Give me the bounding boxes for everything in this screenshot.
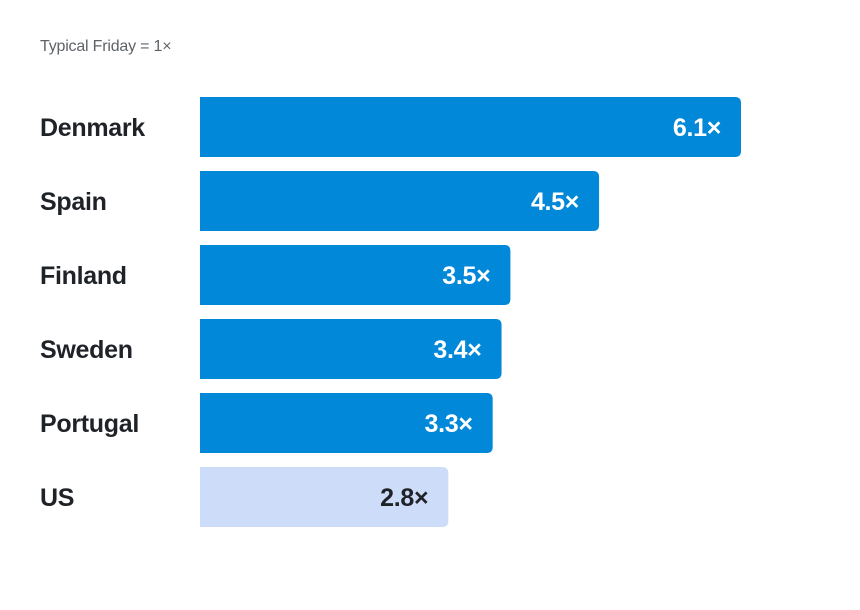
bar-portugal	[200, 393, 493, 453]
bar-us	[200, 467, 449, 527]
bar-sweden	[200, 319, 502, 379]
category-label-finland: Finland	[40, 262, 127, 290]
category-label-us: US	[40, 484, 74, 512]
category-label-portugal: Portugal	[40, 410, 139, 438]
bar-denmark	[200, 97, 741, 157]
category-label-spain: Spain	[40, 188, 107, 216]
bar-spain	[200, 171, 600, 231]
chart-subtitle: Typical Friday = 1×	[40, 38, 172, 55]
value-label-sweden: 3.4×	[433, 336, 481, 364]
value-label-spain: 4.5×	[531, 188, 579, 216]
bar-finland	[200, 245, 511, 305]
category-label-denmark: Denmark	[40, 114, 145, 142]
value-label-denmark: 6.1×	[673, 114, 721, 142]
category-label-sweden: Sweden	[40, 336, 133, 364]
value-label-portugal: 3.3×	[425, 410, 473, 438]
value-label-finland: 3.5×	[442, 262, 490, 290]
value-label-us: 2.8×	[380, 484, 428, 512]
